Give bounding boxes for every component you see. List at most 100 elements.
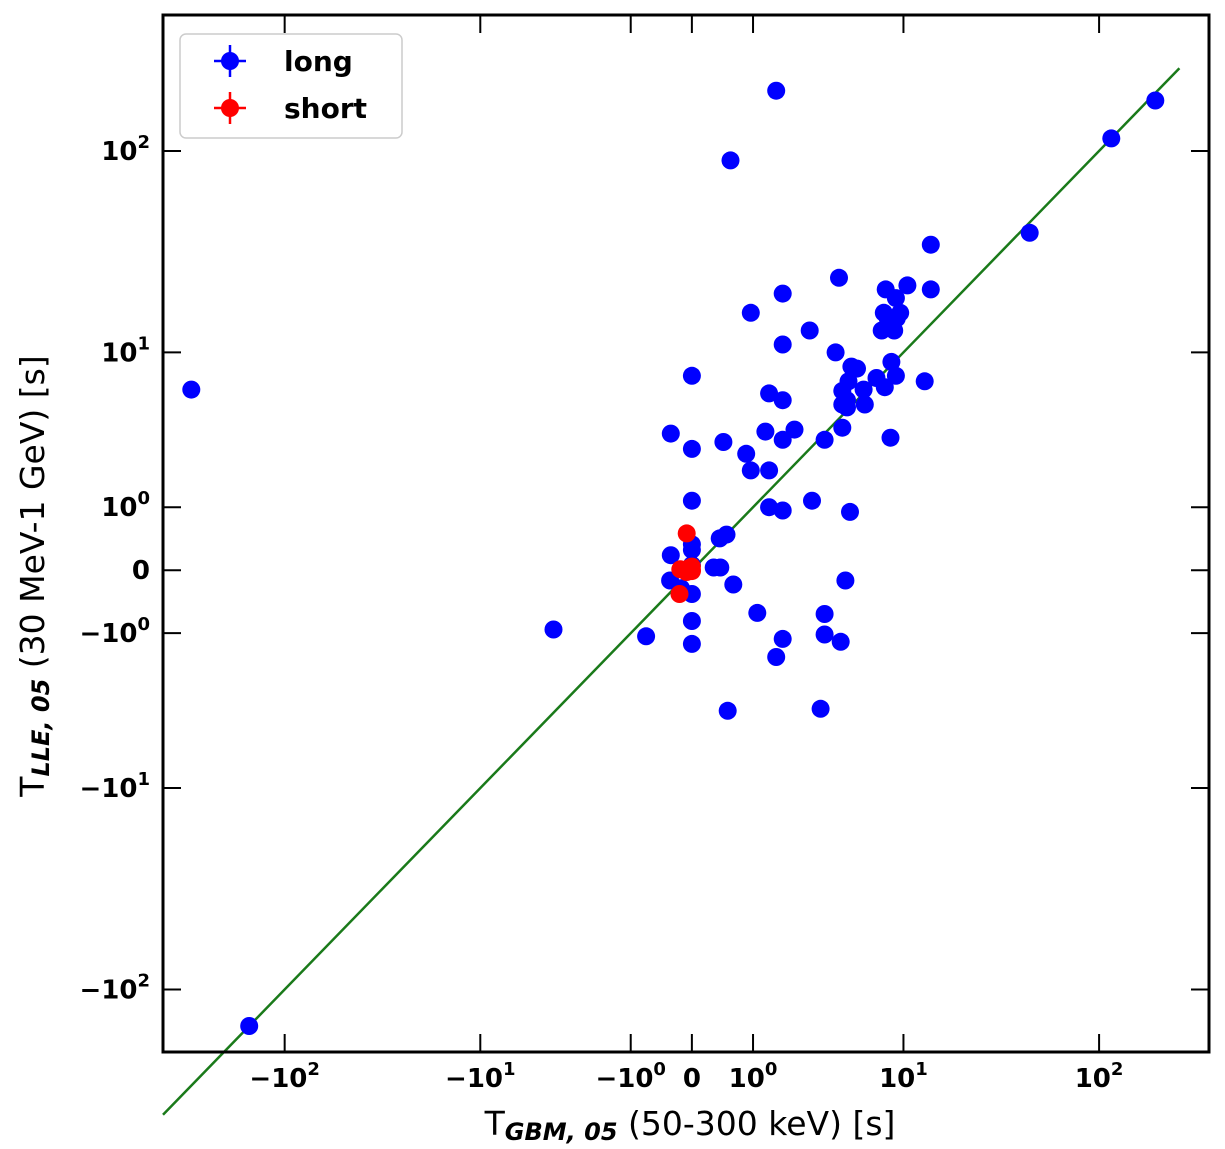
point-long-25: [737, 444, 756, 463]
legend-entry-short: short: [214, 92, 367, 125]
point-long-20: [717, 525, 736, 544]
x-tick-label-exponent: 0: [765, 1059, 778, 1080]
point-long-12: [682, 540, 701, 559]
y-tick-label-exponent: 1: [137, 769, 150, 790]
point-long-54: [836, 571, 855, 590]
y-tick-label-2: 100: [101, 488, 150, 523]
point-long-57: [839, 372, 858, 391]
x-tick-label-exponent: 2: [1111, 1059, 1124, 1080]
x-tick-label-exponent: 0: [653, 1059, 666, 1080]
y-axis-label-subscript: LLE, 05: [27, 679, 55, 777]
y-tick-label-4: −100: [80, 614, 151, 649]
point-long-21: [711, 558, 730, 577]
y-tick-label-base: 10: [101, 137, 137, 167]
x-tick-label-base: −10: [249, 1064, 307, 1094]
point-long-70: [882, 352, 901, 371]
legend-label-short: short: [284, 92, 367, 125]
point-long-82: [1146, 91, 1165, 110]
point-long-66: [875, 378, 894, 397]
point-long-23: [721, 151, 740, 170]
point-long-62: [855, 395, 874, 414]
point-long-29: [756, 422, 775, 441]
point-short-7: [670, 585, 689, 603]
point-short-6: [677, 563, 696, 581]
x-tick-label-base: 10: [729, 1064, 765, 1094]
point-long-5: [661, 546, 680, 565]
point-long-39: [773, 501, 792, 520]
x-tick-label-5: 101: [879, 1059, 928, 1094]
y-axis-label-suffix: (30 MeV-1 GeV) [s]: [13, 355, 52, 678]
point-long-61: [854, 380, 873, 399]
point-long-10: [682, 491, 701, 510]
point-long-56: [838, 391, 856, 410]
x-tick-label-1: −101: [445, 1059, 516, 1094]
point-long-60: [848, 359, 866, 378]
axis-ticks: [163, 15, 1209, 1052]
x-axis-label-suffix: (50-300 keV) [s]: [618, 1104, 896, 1143]
point-long-50: [831, 632, 850, 651]
point-long-14: [682, 585, 701, 603]
x-tick-label-3: 0: [683, 1064, 701, 1094]
x-tick-label-base: 0: [683, 1064, 701, 1094]
point-long-73: [886, 289, 905, 308]
y-tick-label-0: 102: [101, 132, 150, 167]
point-short-0: [677, 524, 696, 543]
y-tick-label-1: 101: [101, 333, 150, 368]
point-long-35: [773, 284, 792, 303]
point-long-48: [826, 343, 845, 362]
x-tick-label-4: 100: [729, 1059, 778, 1094]
point-long-43: [803, 491, 821, 510]
point-long-77: [915, 372, 934, 391]
point-long-9: [682, 439, 701, 458]
legend-entry-long: long: [214, 45, 353, 78]
legend-marker-long: [221, 52, 239, 70]
point-long-33: [767, 81, 786, 100]
point-long-75: [891, 303, 910, 322]
x-tick-label-base: 10: [1075, 1064, 1111, 1094]
point-long-38: [773, 430, 792, 449]
point-long-8: [682, 366, 701, 385]
point-long-34: [767, 648, 786, 666]
x-tick-label-exponent: 1: [503, 1059, 516, 1080]
point-long-4: [661, 424, 680, 443]
x-tick-label-0: −102: [249, 1059, 320, 1094]
point-long-32: [760, 498, 779, 517]
point-long-31: [760, 461, 779, 480]
x-tick-label-6: 102: [1075, 1059, 1124, 1094]
point-long-45: [815, 430, 834, 449]
y-tick-label-3: 0: [132, 556, 150, 586]
point-long-0: [182, 380, 201, 399]
y-axis-label: TLLE, 05 (30 MeV-1 GeV) [s]: [13, 355, 55, 797]
point-long-69: [881, 428, 900, 447]
point-long-28: [748, 603, 767, 622]
y-tick-label-6: −102: [80, 970, 151, 1005]
y-tick-label-base: −10: [80, 619, 138, 649]
y-tick-label-base: −10: [80, 975, 138, 1005]
point-long-79: [921, 235, 940, 254]
point-long-80: [1020, 223, 1039, 242]
legend: long short: [179, 33, 403, 139]
point-long-72: [886, 366, 905, 385]
point-long-51: [833, 418, 852, 437]
plot-area: [161, 13, 1211, 1116]
point-long-42: [800, 321, 819, 340]
point-long-19: [714, 433, 733, 451]
point-long-40: [773, 629, 792, 648]
y-tick-label-exponent: 2: [137, 132, 150, 153]
point-long-3: [637, 627, 656, 646]
point-long-44: [811, 699, 830, 718]
point-long-58: [841, 502, 859, 521]
point-long-2: [544, 620, 563, 639]
point-long-24: [718, 701, 737, 720]
plot-frame: [161, 13, 1211, 1054]
point-long-16: [682, 634, 701, 653]
point-long-47: [815, 625, 834, 644]
point-long-76: [898, 276, 917, 295]
point-long-22: [724, 575, 743, 594]
y-tick-label-exponent: 0: [137, 614, 150, 635]
x-tick-label-exponent: 1: [915, 1059, 928, 1080]
y-axis-label-prefix: T: [13, 776, 52, 798]
y-tick-label-base: −10: [80, 774, 138, 804]
